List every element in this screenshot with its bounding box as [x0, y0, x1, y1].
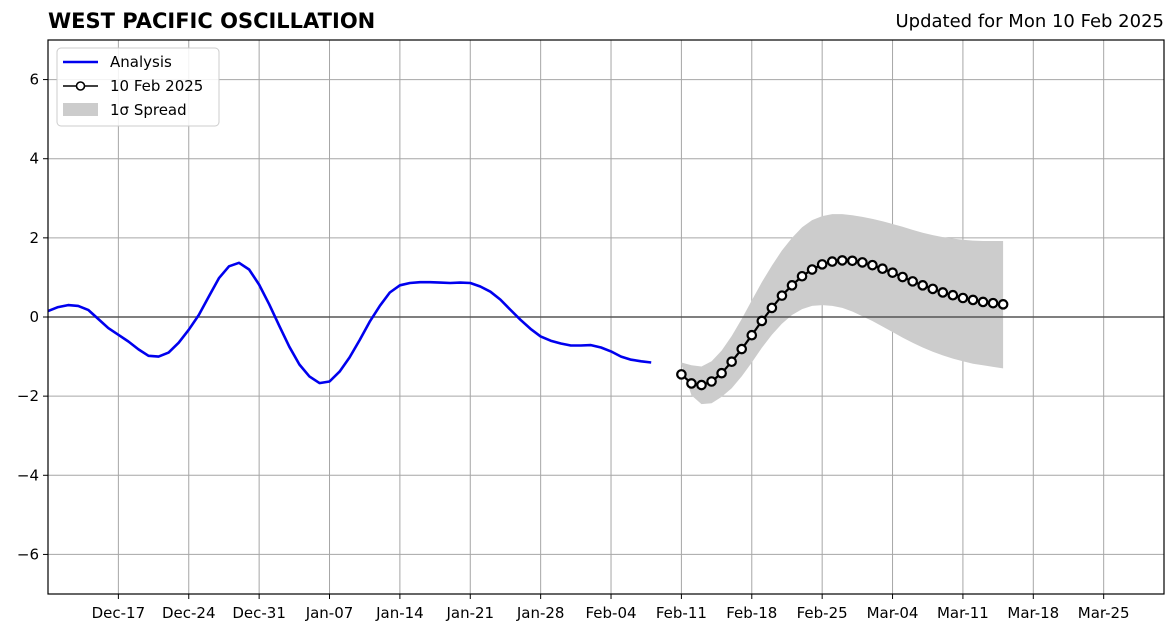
forecast-point	[937, 287, 949, 298]
forecast-point	[756, 315, 768, 327]
forecast-point	[977, 296, 989, 308]
forecast-point	[766, 302, 778, 314]
forecast-point	[836, 255, 848, 266]
forecast-point	[736, 343, 748, 355]
forecast-point	[786, 280, 798, 291]
x-tick-label: Feb-11	[656, 604, 707, 622]
forecast-point	[877, 263, 888, 275]
forecast-point	[726, 356, 737, 368]
spread-band	[681, 214, 1004, 405]
y-tick-label: −6	[17, 545, 39, 563]
forecast-point	[826, 256, 838, 267]
updated-date: Updated for Mon 10 Feb 2025	[895, 11, 1164, 32]
forecast-point	[696, 379, 707, 391]
y-axis: −6 −4 −2 0 2 4 6	[17, 71, 48, 563]
forecast-point	[957, 292, 969, 304]
chart-title: WEST PACIFIC OSCILLATION	[48, 9, 376, 33]
forecast-point	[776, 290, 788, 301]
x-tick-label: Feb-18	[726, 604, 777, 622]
x-tick-label: Mar-25	[1078, 604, 1130, 622]
forecast-point	[686, 378, 697, 389]
forecast-point	[706, 376, 717, 387]
x-tick-label: Mar-04	[867, 604, 919, 622]
y-tick-label: 4	[29, 150, 39, 168]
x-tick-label: Dec-17	[92, 604, 146, 622]
legend-label: 1σ Spread	[110, 101, 187, 119]
legend-label: Analysis	[110, 53, 172, 71]
x-tick-label: Dec-24	[162, 604, 216, 622]
legend-swatch-spread	[63, 103, 98, 116]
x-tick-label: Jan-21	[445, 604, 494, 622]
forecast-point	[887, 267, 898, 278]
forecast-point	[947, 289, 959, 301]
forecast-point	[897, 271, 908, 283]
forecast-point	[796, 270, 808, 282]
forecast-point	[867, 259, 878, 271]
forecast-point	[857, 257, 868, 268]
x-axis: Dec-17 Dec-24 Dec-31 Jan-07 Jan-14 Jan-21 Jan-…	[92, 594, 1130, 622]
forecast-point	[997, 299, 1009, 310]
x-tick-label: Dec-31	[232, 604, 286, 622]
forecast-point	[806, 264, 818, 275]
forecast-point	[917, 280, 929, 291]
legend-marker	[75, 81, 86, 91]
forecast-point	[927, 283, 939, 295]
y-tick-label: 0	[29, 308, 39, 326]
x-tick-label: Jan-07	[305, 604, 354, 622]
x-tick-label: Mar-11	[937, 604, 989, 622]
x-tick-label: Mar-18	[1007, 604, 1059, 622]
y-tick-label: −2	[17, 387, 39, 405]
forecast-point	[907, 276, 918, 287]
forecast-point	[816, 259, 828, 270]
y-tick-label: 6	[29, 71, 39, 89]
x-tick-label: Jan-28	[516, 604, 565, 622]
x-tick-label: Jan-14	[375, 604, 424, 622]
forecast-points	[676, 255, 1009, 391]
forecast-point	[847, 255, 858, 267]
y-tick-label: −4	[17, 466, 39, 484]
analysis-line	[47, 261, 652, 385]
x-tick-label: Feb-04	[585, 604, 636, 622]
forecast-point	[716, 367, 727, 379]
forecast-point	[967, 294, 979, 306]
x-tick-label: Feb-25	[797, 604, 848, 622]
forecast-point	[746, 329, 758, 341]
legend-label: 10 Feb 2025	[110, 77, 203, 95]
forecast-point	[987, 297, 999, 309]
y-tick-label: 2	[29, 229, 39, 247]
forecast-point	[676, 369, 687, 380]
legend: Analysis 10 Feb 2025 1σ Spread	[56, 47, 220, 127]
